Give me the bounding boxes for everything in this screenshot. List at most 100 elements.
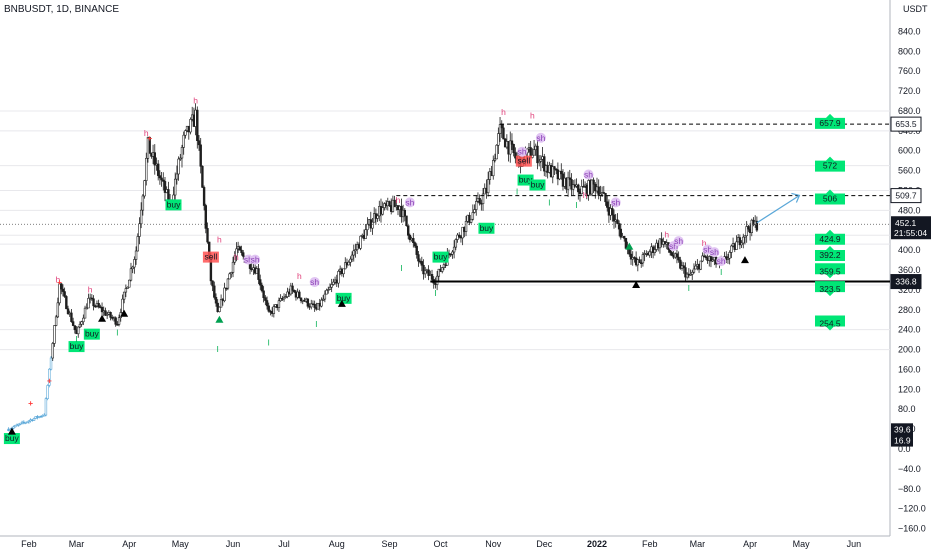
swing-high-bubble — [716, 256, 727, 267]
candle-body — [473, 209, 476, 213]
y-tick-label: 480.0 — [898, 205, 921, 215]
candle-body — [27, 420, 31, 423]
y-tick-label: 120.0 — [898, 384, 921, 394]
swing-high-bubble — [517, 146, 528, 157]
candle-body — [100, 307, 104, 313]
x-tick-label: Aug — [329, 539, 345, 549]
candle-body — [230, 272, 233, 275]
target-tag — [815, 113, 845, 129]
candle-body — [272, 306, 276, 314]
axis-value-tag — [891, 423, 913, 436]
candle-body — [742, 236, 745, 244]
candle-body — [430, 274, 434, 280]
candle-body — [675, 253, 679, 258]
y-tick-label: −120.0 — [898, 504, 926, 514]
candle-body — [689, 274, 692, 276]
level-price-tag — [890, 274, 922, 290]
candle-body — [352, 250, 355, 256]
candle-body — [344, 262, 347, 270]
x-tick-label: Dec — [536, 539, 553, 549]
x-tick-label: Oct — [434, 539, 449, 549]
candle-body — [141, 195, 145, 211]
swing-high-bubble — [309, 276, 320, 287]
candle-body — [682, 265, 685, 268]
candle-body — [121, 298, 124, 313]
candle-body — [53, 325, 56, 344]
buy-signal — [529, 179, 546, 191]
y-tick-label: 800.0 — [898, 46, 921, 56]
candle-body — [199, 144, 202, 167]
x-tick-label: Feb — [21, 539, 37, 549]
countdown-label: 21:55:04 — [894, 228, 927, 238]
candle-body — [617, 223, 621, 230]
candle-body — [219, 299, 223, 308]
candle-body — [616, 219, 619, 224]
candle-body — [257, 268, 260, 280]
candle-body — [26, 421, 29, 424]
pivot-high-marker: h — [702, 238, 707, 248]
swing-high-bubble — [404, 197, 415, 208]
pivot-high-marker: h — [217, 235, 222, 245]
swing-high-marker: sh — [710, 247, 719, 257]
x-tick-label: Jun — [226, 539, 241, 549]
candle-body — [139, 209, 143, 225]
candle-body — [39, 415, 43, 418]
x-tick-label: Feb — [642, 539, 658, 549]
level-price-label: 653.5 — [895, 119, 917, 129]
candle-body — [701, 255, 704, 262]
buy-signal — [83, 328, 100, 340]
x-tick-label: Apr — [743, 539, 757, 549]
buy-signal — [68, 341, 85, 353]
candle-body — [413, 242, 417, 247]
buy-signal-label: buy — [337, 293, 351, 303]
candle-body — [233, 255, 236, 263]
candle-body — [162, 179, 165, 182]
y-tick-label: 160.0 — [898, 364, 921, 374]
candle-body — [158, 175, 162, 179]
candle-body — [442, 264, 446, 268]
x-tick-label: Mar — [690, 539, 706, 549]
y-tick-label: 280.0 — [898, 305, 921, 315]
candle-body — [286, 291, 289, 297]
candle-body — [571, 184, 575, 190]
swing-high-marker: sh — [405, 197, 414, 207]
candle-body — [553, 166, 556, 170]
level-price-label: 509.7 — [895, 191, 917, 201]
target-tag — [815, 315, 845, 331]
candle-body — [590, 179, 594, 195]
candle-body — [332, 281, 335, 285]
candle-body — [359, 235, 362, 249]
candle-body — [19, 422, 22, 425]
candle-body — [495, 144, 498, 160]
y-tick-label: −80.0 — [898, 484, 921, 494]
candle-body — [551, 166, 554, 178]
candle-body — [163, 181, 167, 193]
sell-signal — [202, 251, 219, 263]
pivot-high-marker: h — [664, 230, 669, 240]
candle-body — [691, 271, 694, 275]
pivot-high-marker: h — [193, 95, 198, 105]
swing-high-bubble — [709, 247, 720, 258]
candle-body — [117, 317, 121, 325]
target-tag — [815, 281, 845, 297]
candle-body — [354, 249, 357, 252]
signal-triangle — [215, 315, 224, 323]
pivot-high-marker: h — [55, 274, 60, 284]
signal-triangle — [120, 309, 129, 317]
candle-body — [342, 268, 345, 275]
swing-high-marker: sh — [703, 245, 712, 255]
candle-body — [66, 308, 70, 314]
pivot-low-marker: l — [315, 319, 317, 329]
candle-body — [92, 298, 95, 307]
candle-body — [750, 219, 753, 233]
candle-body — [728, 252, 731, 259]
candle-body — [350, 254, 354, 260]
candle-body — [44, 398, 48, 416]
target-tag — [815, 156, 845, 172]
candle-body — [180, 147, 184, 159]
candle-body — [619, 228, 623, 238]
projection-arrow-line — [756, 194, 800, 224]
candle-body — [134, 250, 138, 260]
candle-body — [310, 303, 313, 308]
